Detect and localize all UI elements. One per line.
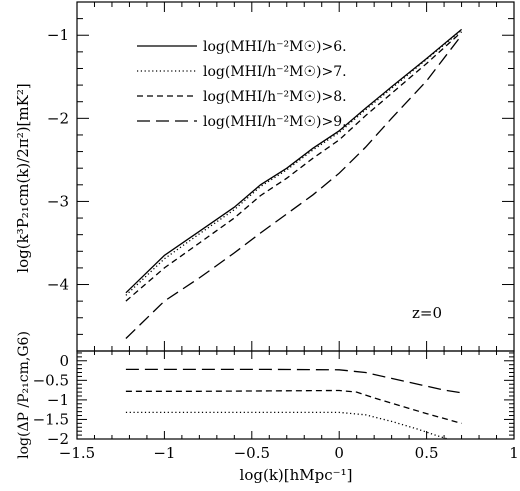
bottom-y-tick-label: −1.5 — [33, 410, 69, 428]
bottom-y-tick-label: −2 — [47, 430, 69, 448]
top-y-tick-label: −1 — [47, 26, 69, 44]
legend-label: log(MHI/h⁻²M☉)>8. — [203, 89, 347, 105]
x-tick-label: −0.5 — [234, 444, 270, 462]
redshift-annotation: z=0 — [412, 304, 442, 322]
x-tick-label: −1.5 — [59, 444, 95, 462]
bottom-series-group — [125, 368, 462, 440]
x-tick-label: 0.5 — [415, 444, 439, 462]
bottom-series-dashed-line — [125, 389, 462, 425]
x-tick-labels: −1.5 −1 −0.5 0 0.5 1 — [59, 444, 519, 462]
top-series-longdash-line — [125, 34, 463, 339]
bottom-series-dotted-line — [125, 411, 448, 440]
top-series-dashed-line — [125, 31, 463, 302]
x-tick-label: 0 — [334, 444, 344, 462]
bottom-panel: 0−0.5−1−1.5−2 −1.5 −1 −0.5 0 0.5 1 log(ΔP /P₂… — [16, 331, 519, 484]
top-y-tick-label: −4 — [47, 276, 69, 294]
top-series-group — [125, 28, 463, 339]
bottom-ticks — [76, 351, 515, 440]
bottom-y-tick-label: 0 — [59, 352, 69, 370]
top-y-tick-label: −3 — [47, 192, 69, 210]
legend-label: log(MHI/h⁻²M☉)>9. — [203, 114, 347, 130]
top-ticks — [76, 2, 515, 352]
legend: log(MHI/h⁻²M☉)>6. log(MHI/h⁻²M☉)>7. log(MH… — [137, 39, 347, 130]
x-axis-label: log(k)[hMpc⁻¹] — [240, 466, 353, 484]
top-y-axis-label: log(k³P₂₁cm(k)/2π²)[mK²] — [14, 83, 32, 272]
legend-label: log(MHI/h⁻²M☉)>6. — [203, 39, 347, 55]
top-y-tick-labels: −1 −2 −3 −4 — [47, 26, 69, 293]
x-tick-label: −1 — [153, 444, 175, 462]
top-panel: −1−2−3−4 log(MHI/h⁻²M☉)>6.log(MHI/h⁻²M☉)… — [14, 1, 515, 352]
x-tick-label: 1 — [509, 444, 519, 462]
legend-label: log(MHI/h⁻²M☉)>7. — [203, 64, 347, 80]
bottom-y-tick-labels: 0−0.5 −1−1.5 −2 — [33, 352, 69, 448]
top-series-solid-line — [125, 28, 463, 294]
top-y-tick-label: −2 — [47, 109, 69, 127]
top-series-dotted-line — [125, 29, 463, 296]
bottom-y-axis-label: log(ΔP /P₂₁cm,G6) — [16, 331, 32, 459]
bottom-series-longdash-line — [125, 368, 462, 394]
bottom-y-tick-label: −0.5 — [33, 371, 69, 389]
bottom-y-tick-label: −1 — [47, 391, 69, 409]
bottom-plot-frame — [76, 350, 515, 440]
